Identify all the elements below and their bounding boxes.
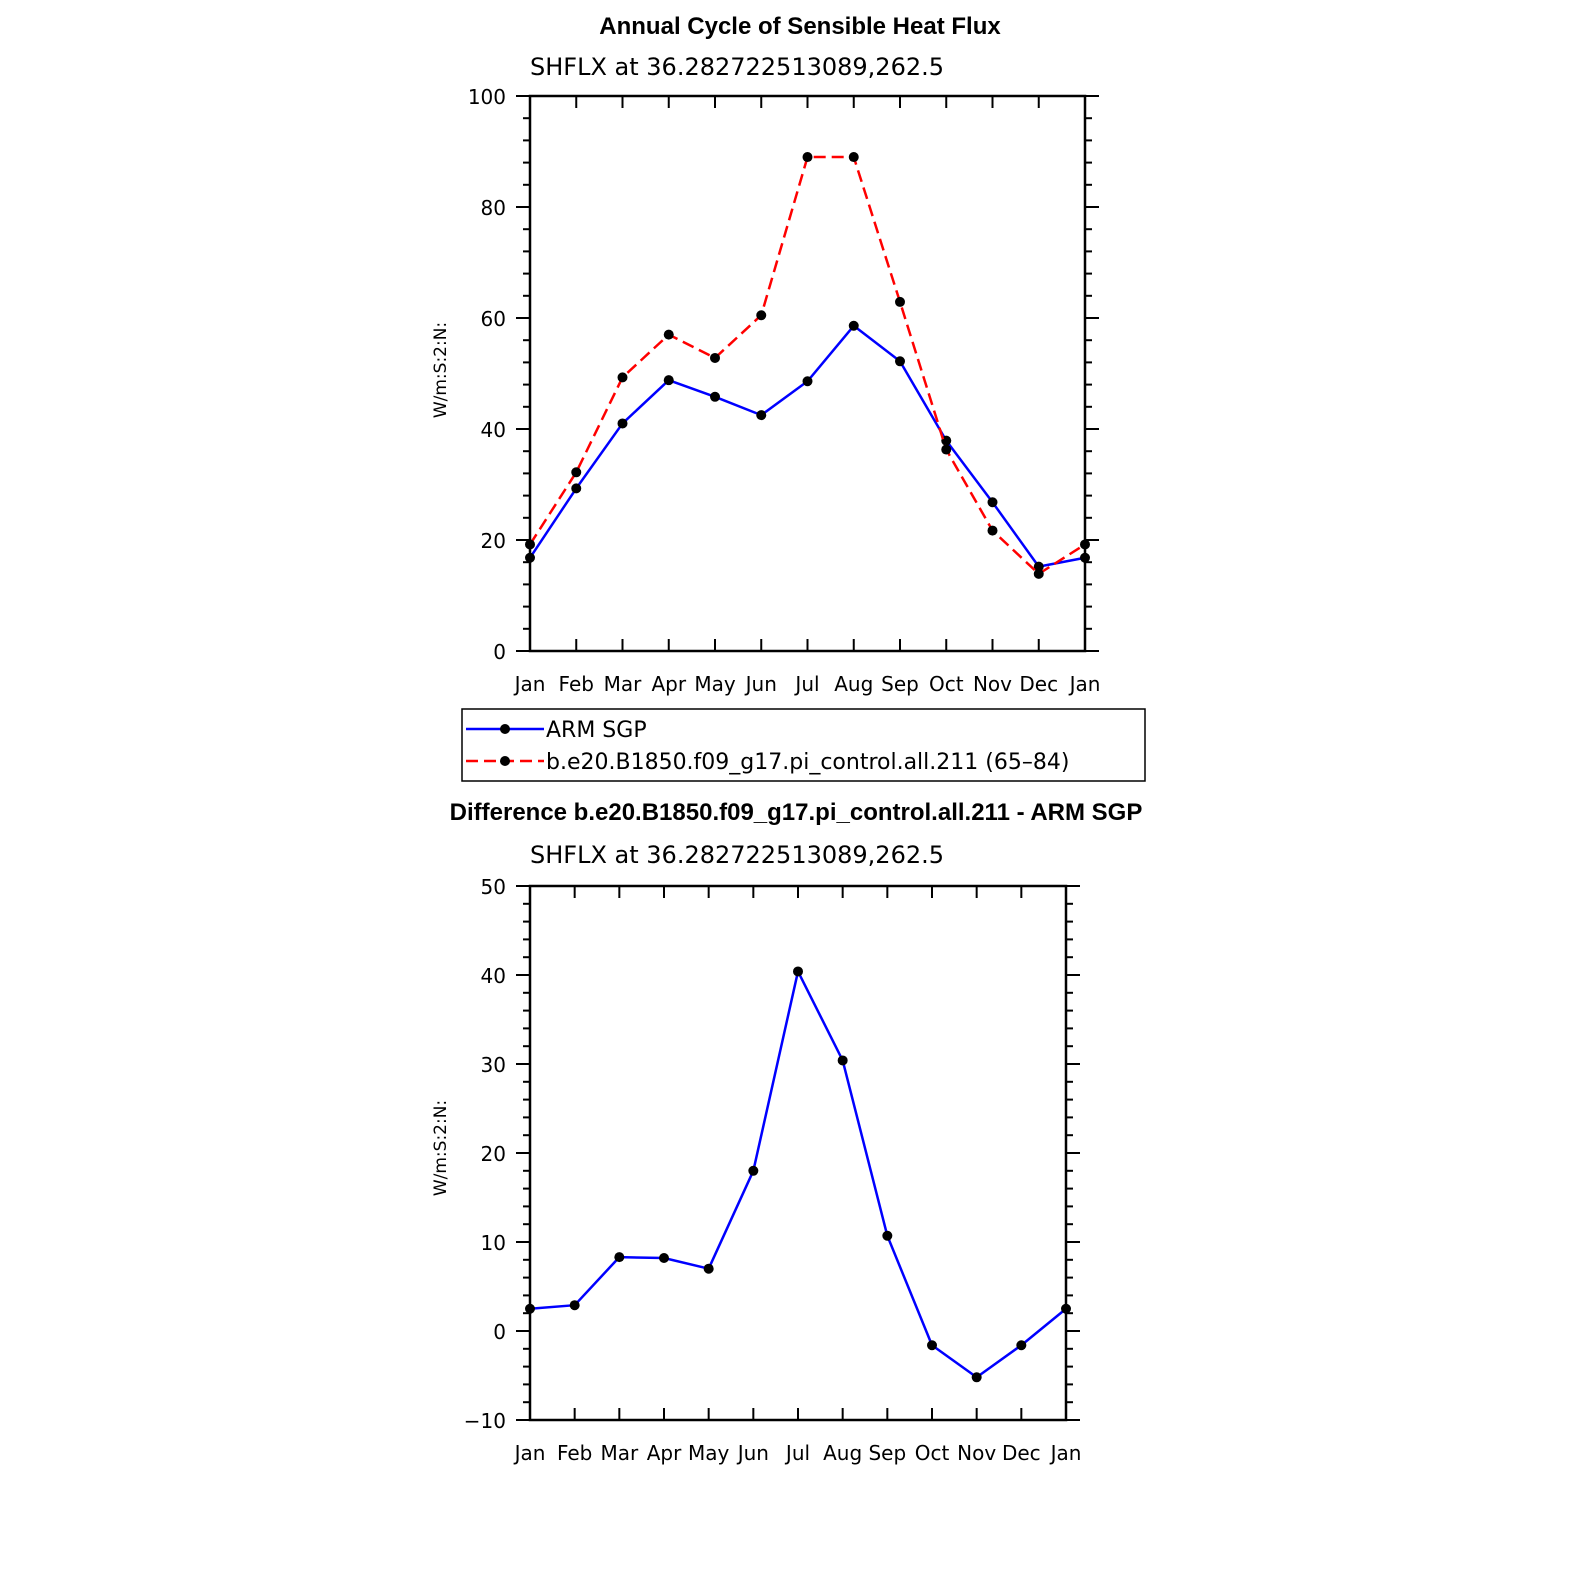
chart1-series-0-point: [756, 410, 767, 421]
chart2-plot: Jan Feb Mar Apr May Jun Jul Aug Sep Oct Nov Dec Jan−…: [464, 875, 1082, 1465]
chart1-xtick-label: Apr: [651, 672, 686, 696]
chart1-title: Annual Cycle of Sensible Heat Flux: [599, 13, 1001, 40]
chart2-xtick-label: Aug: [823, 1441, 862, 1465]
chart1-ytick-label: 40: [481, 418, 506, 442]
chart2-series-0-point: [1061, 1303, 1071, 1314]
chart1-frame: [528, 94, 1087, 653]
chart1-ylabel: W/m:S:2:N:: [431, 322, 451, 418]
chart1-xtick-label: Nov: [973, 672, 1012, 696]
chart2-frame: [528, 884, 1068, 1422]
chart1-plot: Jan Feb Mar Apr May Jun Jul Aug Sep Oct Nov Dec Jan 0…: [468, 85, 1101, 696]
chart1-series-0-point: [1033, 561, 1044, 572]
chart2-ylabel: W/m:S:2:N:: [431, 1100, 451, 1196]
chart1-series-0-point: [710, 391, 720, 402]
chart1-series-0-point: [663, 375, 674, 386]
chart2-series-0-point: [882, 1230, 893, 1241]
chart1-series-0-point: [571, 483, 582, 494]
chart2-series-0-point: [837, 1055, 848, 1066]
chart2-xtick-label: Oct: [915, 1441, 950, 1465]
chart1-series-1-point: [802, 152, 813, 163]
chart1-series-0-point: [1080, 552, 1090, 563]
chart1-series-0-point: [802, 376, 813, 387]
chart1-xtick-label: May: [694, 672, 736, 696]
legend-marker-model: [500, 756, 510, 766]
chart1-series-0-point: [525, 552, 535, 563]
chart2-xtick-label: Mar: [600, 1441, 639, 1465]
chart1-legend: ARM SGP b.e20.B1850.f09_g17.pi_control.a…: [461, 708, 1146, 782]
chart2-ytick-label: −10: [464, 1409, 506, 1433]
chart2-ytick-label: 50: [481, 875, 506, 899]
chart1-xtick-label: Mar: [604, 672, 643, 696]
chart1-ytick-label: 0: [493, 640, 506, 664]
chart2-series-0-point: [525, 1303, 535, 1314]
chart2-xtick-label: May: [688, 1441, 730, 1465]
chart1-series-1-point: [848, 152, 859, 163]
chart2-xtick-label: Sep: [868, 1441, 906, 1465]
chart2-xtick-label: Jun: [736, 1441, 769, 1465]
chart1-xtick-label: Aug: [834, 672, 873, 696]
chart1-series-1-point: [1033, 568, 1044, 579]
chart2-ytick-label: 40: [481, 964, 506, 988]
chart2-series-0-point: [569, 1300, 580, 1311]
chart2-xtick-label: Dec: [1002, 1441, 1041, 1465]
chart1-xtick-label: Oct: [929, 672, 964, 696]
legend-label-arm: ARM SGP: [546, 718, 647, 743]
chart1-ytick-label: 80: [481, 196, 506, 220]
chart2-xtick-label: Jan: [513, 1441, 546, 1465]
chart2-xtick-label: Jul: [784, 1441, 810, 1465]
chart2-xtick-label: Apr: [647, 1441, 682, 1465]
chart1-ytick-label: 100: [468, 85, 506, 109]
chart1-series-1-point: [941, 444, 952, 455]
chart2-series-0-point: [793, 966, 803, 977]
chart2-ytick-label: 30: [481, 1053, 506, 1077]
chart1-xtick-label: Dec: [1019, 672, 1058, 696]
chart1-series-0-point: [895, 356, 905, 367]
chart1-series-1-point: [617, 372, 628, 383]
chart1-series-1-point: [756, 310, 767, 321]
chart2-series-0-point: [703, 1263, 714, 1274]
chart1-series-line-0: [528, 324, 1086, 568]
chart1-series-1-point: [710, 352, 720, 363]
chart1-series-1-point: [987, 525, 998, 536]
chart1-ytick-label: 20: [481, 529, 506, 553]
chart2-series-0-point: [748, 1165, 759, 1176]
chart2-ytick-label: 0: [493, 1320, 506, 1344]
chart1-series-1-point: [571, 467, 582, 478]
chart1-xtick-label: Sep: [881, 672, 919, 696]
chart1-series-1-point: [525, 539, 535, 550]
chart2-series-0-point: [1016, 1340, 1027, 1351]
chart1-ytick-label: 60: [481, 307, 506, 331]
legend-marker-arm: [500, 724, 510, 734]
chart1-series-1-point: [895, 296, 905, 307]
chart2-ytick-label: 10: [481, 1231, 506, 1255]
chart1-subtitle: SHFLX at 36.282722513089,262.5: [530, 53, 944, 81]
chart1-series-0-point: [617, 418, 628, 429]
legend-label-model: b.e20.B1850.f09_g17.pi_control.all.211 (…: [546, 750, 1069, 775]
chart2-series-0-point: [927, 1340, 937, 1351]
chart2-xtick-label: Feb: [557, 1441, 592, 1465]
chart1-xtick-label: Jun: [744, 672, 777, 696]
chart2-xtick-label: Jan: [1049, 1441, 1082, 1465]
chart2-series-line-0: [529, 970, 1067, 1379]
chart1-xtick-label: Jan: [1068, 672, 1101, 696]
chart2-title: Difference b.e20.B1850.f09_g17.pi_contro…: [450, 799, 1143, 826]
chart1-xtick-label: Jul: [793, 672, 819, 696]
legend-box: [461, 708, 1146, 782]
chart2-subtitle: SHFLX at 36.282722513089,262.5: [530, 841, 944, 869]
chart2-ytick-label: 20: [481, 1142, 506, 1166]
chart1-series-1-point: [1080, 539, 1090, 550]
chart1-series-0-point: [848, 320, 859, 331]
chart1-series-1-point: [663, 329, 674, 340]
chart2-series-0-point: [659, 1253, 669, 1264]
chart1-series-0-point: [987, 497, 998, 508]
chart2-xtick-label: Nov: [957, 1441, 996, 1465]
chart1-xtick-label: Feb: [559, 672, 594, 696]
chart1-series-line-1: [528, 155, 1086, 576]
chart2-series-0-point: [614, 1252, 625, 1263]
chart1-xtick-label: Jan: [513, 672, 546, 696]
chart2-series-0-point: [971, 1372, 982, 1383]
